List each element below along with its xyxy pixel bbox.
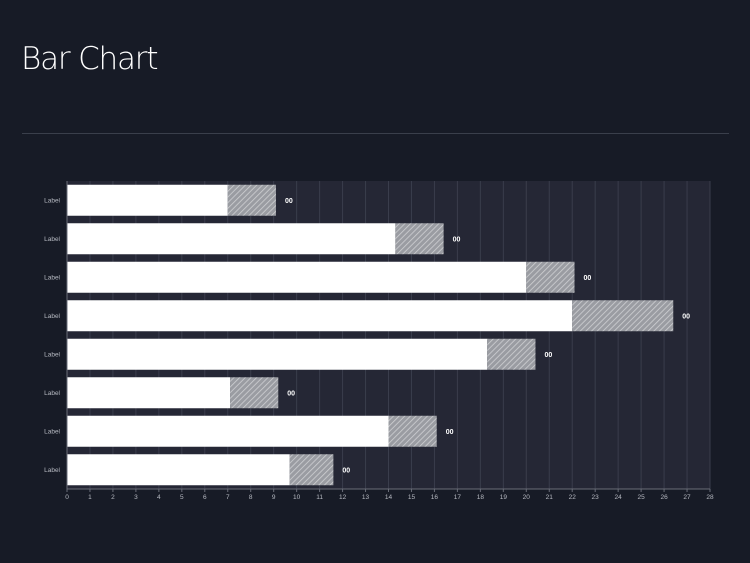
bar-segment-solid <box>67 415 389 447</box>
x-tick-label: 3 <box>134 494 138 501</box>
data-labels: 00 00 00 00 00 00 00 00 <box>285 198 690 475</box>
bar-segment-hatched <box>227 184 276 216</box>
bar-segment-hatched <box>230 377 279 409</box>
x-tick-label: 12 <box>339 494 347 501</box>
x-tick-label: 6 <box>203 494 207 501</box>
bar-segment-hatched <box>388 415 437 447</box>
x-tick-label: 15 <box>408 494 416 501</box>
x-tick-label: 28 <box>706 494 714 501</box>
x-tick-label: 16 <box>431 494 439 501</box>
x-tick-label: 14 <box>385 494 393 501</box>
category-label: Label <box>44 274 60 281</box>
bar-segment-solid <box>67 261 527 293</box>
x-tick-label: 22 <box>569 494 577 501</box>
category-label: Label <box>44 197 60 204</box>
bar-segment-hatched <box>395 223 444 255</box>
category-label: Label <box>44 351 60 358</box>
data-label: 00 <box>287 390 295 397</box>
x-tick-labels: 0 1 2 3 4 5 6 7 8 9 10 11 12 13 14 15 16 17 18 19 20 21 22 23 24… <box>65 489 714 501</box>
data-label: 00 <box>285 198 293 205</box>
bar-segment-solid <box>67 338 488 370</box>
x-tick-label: 20 <box>523 494 531 501</box>
x-tick-label: 23 <box>592 494 600 501</box>
bar-segment-solid <box>67 223 396 255</box>
x-tick-label: 0 <box>65 494 69 501</box>
x-tick-label: 21 <box>546 494 554 501</box>
x-tick-label: 4 <box>157 494 161 501</box>
category-label: Label <box>44 236 60 243</box>
data-label: 00 <box>446 429 454 436</box>
x-tick-label: 13 <box>362 494 370 501</box>
x-tick-label: 8 <box>249 494 253 501</box>
data-label: 00 <box>584 275 592 282</box>
x-tick-label: 17 <box>454 494 462 501</box>
data-label: 00 <box>544 352 552 359</box>
bars <box>67 184 674 486</box>
x-tick-label: 10 <box>293 494 301 501</box>
data-label: 00 <box>342 467 350 474</box>
x-tick-label: 19 <box>500 494 508 501</box>
x-tick-label: 27 <box>683 494 691 501</box>
title-divider <box>22 133 729 134</box>
category-label: Label <box>44 467 60 474</box>
category-label: Label <box>44 390 60 397</box>
x-tick-label: 18 <box>477 494 485 501</box>
bar-segment-solid <box>67 300 573 332</box>
category-label: Label <box>44 313 60 320</box>
x-tick-label: 7 <box>226 494 230 501</box>
x-tick-label: 1 <box>88 494 92 501</box>
bar-segment-hatched <box>487 338 536 370</box>
x-tick-label: 25 <box>637 494 645 501</box>
category-labels: Label Label Label Label Label Label Label Label <box>44 197 60 474</box>
x-tick-label: 11 <box>316 494 323 501</box>
bar-segment-hatched <box>526 261 575 293</box>
x-tick-label: 24 <box>615 494 623 501</box>
bar-segment-solid <box>67 184 228 216</box>
category-label: Label <box>44 428 60 435</box>
data-label: 00 <box>453 236 461 243</box>
bar-segment-hatched <box>572 300 674 332</box>
bar-segment-hatched <box>289 454 334 486</box>
data-label: 00 <box>682 313 690 320</box>
x-tick-label: 5 <box>180 494 184 501</box>
x-tick-label: 9 <box>272 494 276 501</box>
page-title: Bar Chart <box>21 41 158 77</box>
x-tick-label: 2 <box>111 494 115 501</box>
bar-segment-solid <box>67 377 231 409</box>
bar-segment-solid <box>67 454 290 486</box>
x-tick-label: 26 <box>660 494 668 501</box>
